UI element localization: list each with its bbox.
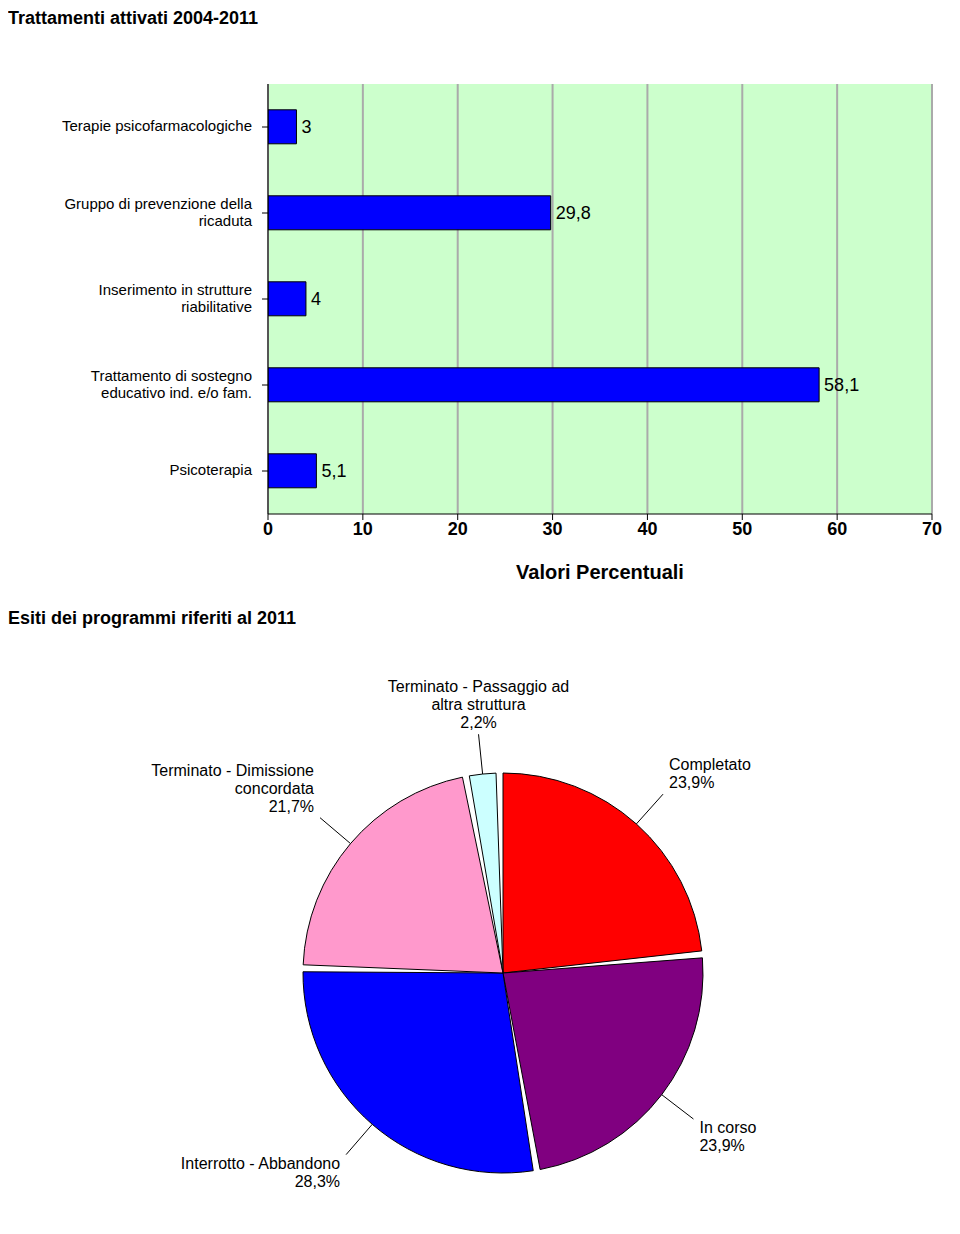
svg-text:Completato23,9%: Completato23,9% [669, 756, 751, 791]
svg-text:3: 3 [301, 117, 311, 137]
html-text:Esiti dei programmi riferiti a: Esiti dei programmi riferiti al 2011 [8, 608, 297, 628]
svg-text:60: 60 [827, 519, 847, 539]
svg-text:4: 4 [311, 289, 321, 309]
svg-text:50: 50 [732, 519, 752, 539]
svg-text:10: 10 [353, 519, 373, 539]
svg-text:40: 40 [637, 519, 657, 539]
svg-text:30: 30 [543, 519, 563, 539]
svg-text:Terapie psicofarmacologiche: Terapie psicofarmacologiche [62, 117, 252, 134]
svg-text:Valori Percentuali: Valori Percentuali [516, 561, 684, 583]
svg-text:In corso23,9%: In corso23,9% [699, 1119, 756, 1154]
svg-text:Psicoterapia: Psicoterapia [169, 461, 252, 478]
svg-text:Trattamento di sostegnoeducati: Trattamento di sostegnoeducativo ind. e/… [91, 366, 252, 400]
svg-text:0: 0 [263, 519, 273, 539]
svg-text:Inserimento in struttureriabil: Inserimento in struttureriabilitative [99, 280, 252, 314]
svg-text:70: 70 [922, 519, 942, 539]
svg-text:Gruppo di prevenzione dellaric: Gruppo di prevenzione dellaricaduta [64, 194, 252, 228]
html-text:Trattamenti attivati 2004-2011: Trattamenti attivati 2004-2011 [8, 8, 259, 28]
svg-text:Interrotto - Abbandono28,3%: Interrotto - Abbandono28,3% [181, 1155, 340, 1190]
svg-text:Terminato - Dimissioneconcorda: Terminato - Dimissioneconcordata21,7% [151, 762, 314, 815]
svg-text:29,8: 29,8 [556, 203, 591, 223]
svg-text:Terminato - Passaggio adaltra: Terminato - Passaggio adaltra struttura2… [388, 678, 569, 731]
svg-text:5,1: 5,1 [321, 461, 346, 481]
svg-text:58,1: 58,1 [824, 375, 859, 395]
svg-text:20: 20 [448, 519, 468, 539]
